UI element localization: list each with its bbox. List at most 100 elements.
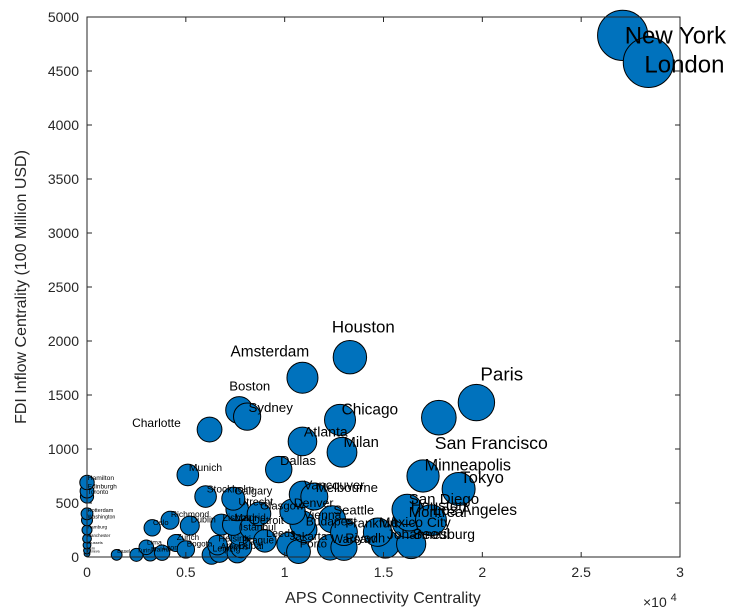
point-label: Glasgow (260, 501, 305, 513)
plot-area (87, 17, 680, 557)
point-label: Washington (88, 514, 116, 520)
x-axis-label: APS Connectivity Centrality (285, 590, 481, 607)
point-label: Tokyo (460, 468, 504, 487)
point-label: Turin (137, 548, 151, 555)
point-label: Dubai (238, 541, 263, 552)
point-label: Bogota (187, 539, 213, 548)
data-point (143, 519, 161, 537)
point-label: San Francisco (435, 433, 548, 453)
point-label: Mexico City (379, 514, 451, 530)
data-point (176, 540, 196, 559)
y-tick-label: 1000 (48, 441, 79, 457)
point-label: Milan (344, 435, 379, 451)
x-tick-label: 2 (478, 564, 486, 580)
data-point (194, 485, 217, 508)
point-label: Vienna (304, 508, 342, 522)
data-point (233, 402, 262, 431)
x-tick-label: 0.5 (176, 564, 196, 580)
data-point (138, 539, 155, 556)
point-label: Richmond (171, 509, 210, 519)
data-point (414, 504, 447, 537)
point-label: London (644, 51, 724, 78)
data-point (265, 455, 293, 484)
x-tick-label: 0 (83, 564, 91, 580)
y-axis-ticks: 0 500 1000 1500 2000 2500 3000 3500 4000 4500 5000 (48, 9, 680, 565)
point-label: New York (625, 22, 727, 49)
point-label: Geneva (87, 550, 99, 554)
y-tick-label: 0 (71, 549, 79, 565)
data-point (421, 399, 457, 436)
point-label: Atlanta (304, 423, 348, 439)
point-label: Dublin (191, 514, 216, 524)
x-axis-exponent: ×10 4 (643, 592, 677, 610)
point-label: Boston (229, 379, 270, 394)
point-label: Denver (294, 496, 334, 510)
point-label: Edinburgh (88, 484, 118, 491)
point-label: San Diego (409, 491, 480, 508)
point-label: Paris (480, 363, 523, 384)
point-label: Malmo (151, 546, 171, 553)
point-label: Amsterdam (231, 343, 310, 360)
point-label: Los Angeles (433, 502, 518, 519)
point-label: Lyon (163, 543, 178, 552)
data-point (406, 459, 440, 493)
data-point (457, 383, 496, 422)
point-label: Dallas (280, 453, 316, 468)
point-label: Leipzig (213, 544, 241, 554)
point-label: Frankfurt (345, 516, 398, 531)
point-label: Toronto (88, 489, 109, 496)
y-tick-label: 2000 (48, 333, 79, 349)
data-point (253, 529, 277, 553)
points-layer (79, 9, 674, 565)
data-point (246, 501, 272, 527)
point-label: Utrecht (238, 497, 273, 509)
point-label: Lisbon (223, 513, 252, 524)
point-label: Seoul (413, 527, 450, 543)
point-label: Basel (117, 549, 130, 555)
y-tick-label: 2500 (48, 279, 79, 295)
point-label: Melbourne (316, 480, 378, 495)
x-tick-label: 2.5 (571, 564, 591, 580)
point-label: Minneapolis (425, 456, 511, 474)
point-label: Oslo (153, 518, 169, 527)
point-label: Johannesburg (387, 526, 475, 542)
data-point (441, 471, 476, 506)
x-axis-ticks: 0 0.5 1 1.5 2 2.5 3 (83, 17, 684, 580)
point-label: Zurich (177, 533, 199, 542)
point-label: Seattle (333, 503, 374, 518)
point-label: Charlotte (132, 416, 181, 430)
point-label: Brussels (87, 540, 102, 545)
point-label: Istanbul (240, 523, 276, 534)
y-tick-label: 4500 (48, 63, 79, 79)
y-tick-label: 5000 (48, 9, 79, 25)
point-label: Chicago (342, 401, 398, 418)
y-axis-label: FDI Inflow Centrality (100 Million USD) (13, 150, 30, 424)
point-label: Bern (87, 546, 95, 550)
x-tick-label: 3 (676, 564, 684, 580)
x-tick-label: 1 (281, 564, 289, 580)
data-point (287, 426, 318, 457)
point-label: Jakarta (290, 531, 328, 543)
point-label: Warsaw (331, 532, 375, 546)
point-label: Leeds (266, 528, 296, 540)
data-point (207, 534, 228, 556)
y-tick-label: 1500 (48, 387, 79, 403)
x-axis-exponent-power: 4 (671, 592, 677, 604)
data-point (179, 515, 200, 536)
data-point (332, 340, 368, 375)
point-label: Detroit (252, 515, 284, 527)
point-label: Prague (242, 536, 274, 547)
y-tick-label: 3500 (48, 171, 79, 187)
x-axis-exponent-base: ×10 (643, 594, 667, 610)
data-point (622, 36, 674, 88)
point-label: Rotterdam (88, 508, 114, 514)
y-tick-label: 4000 (48, 117, 79, 133)
y-tick-label: 3000 (48, 225, 79, 241)
point-label: Calgary (234, 486, 272, 498)
data-point (176, 463, 200, 487)
point-label: Houston (411, 498, 467, 515)
data-point (330, 518, 358, 547)
data-point (286, 361, 319, 394)
